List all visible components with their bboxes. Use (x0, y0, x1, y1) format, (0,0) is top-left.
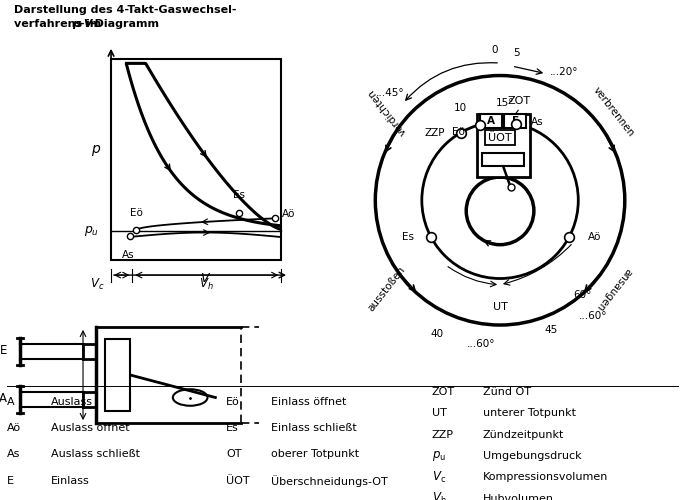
Text: ÜOT: ÜOT (488, 132, 512, 142)
Text: Einlass schließt: Einlass schließt (271, 423, 356, 433)
Text: 5: 5 (513, 48, 519, 58)
Text: As: As (7, 450, 21, 460)
Text: Hubvolumen: Hubvolumen (483, 494, 554, 500)
Text: ZZP: ZZP (425, 128, 445, 138)
Text: Eö: Eö (452, 127, 465, 137)
Text: $V_c$: $V_c$ (90, 277, 105, 292)
Text: p-V: p-V (72, 19, 92, 29)
Text: $V_{\rm h}$: $V_{\rm h}$ (432, 491, 446, 500)
Text: Aö: Aö (588, 232, 601, 242)
Text: $V_{\rm c}$: $V_{\rm c}$ (432, 470, 446, 485)
Text: -Diagramm: -Diagramm (90, 19, 160, 29)
Text: 0: 0 (492, 44, 498, 54)
Text: 45: 45 (544, 326, 558, 336)
Text: Es: Es (402, 232, 414, 242)
Text: p: p (91, 142, 100, 156)
Text: $V$: $V$ (200, 272, 212, 284)
Text: Eö: Eö (129, 208, 142, 218)
Text: Umgebungsdruck: Umgebungsdruck (483, 451, 582, 461)
Text: UT: UT (493, 302, 508, 312)
Text: A: A (487, 116, 495, 126)
Text: ÜOT: ÜOT (226, 476, 249, 486)
Text: ZZP: ZZP (432, 430, 453, 440)
Text: ZOT: ZOT (508, 96, 531, 106)
Text: Auslass schließt: Auslass schließt (51, 450, 140, 460)
Text: OT: OT (226, 450, 242, 460)
Bar (105, 339, 130, 411)
Text: verfahrens im: verfahrens im (14, 19, 105, 29)
Bar (480, 114, 502, 128)
Text: 40: 40 (430, 328, 443, 338)
Text: A: A (7, 396, 14, 406)
Text: E: E (7, 476, 14, 486)
Text: 10: 10 (453, 103, 466, 113)
Text: $V_h$: $V_h$ (199, 277, 214, 292)
Text: Auslass: Auslass (51, 396, 93, 406)
Text: Überschneidungs-OT: Überschneidungs-OT (271, 475, 387, 487)
Text: E: E (512, 116, 519, 126)
Text: Aö: Aö (7, 423, 21, 433)
Text: E: E (0, 344, 8, 358)
Text: verbrennen: verbrennen (591, 85, 636, 138)
Text: $p_{\rm u}$: $p_{\rm u}$ (432, 449, 445, 463)
Text: As: As (531, 116, 544, 126)
Text: Auslass öffnet: Auslass öffnet (51, 423, 130, 433)
Text: 15°: 15° (496, 98, 514, 108)
Text: Es: Es (233, 190, 245, 200)
Bar (111, 59, 281, 260)
Text: Aö: Aö (282, 209, 296, 219)
Text: Einlass öffnet: Einlass öffnet (271, 396, 346, 406)
Text: Es: Es (226, 423, 239, 433)
Text: ...60°: ...60° (466, 339, 495, 349)
Bar (504, 114, 527, 128)
Text: ...60°: ...60° (579, 310, 608, 320)
Text: Kompressionsvolumen: Kompressionsvolumen (483, 472, 608, 482)
Bar (477, 114, 530, 177)
Text: ZOT: ZOT (432, 387, 455, 397)
Text: unterer Totpunkt: unterer Totpunkt (483, 408, 576, 418)
Bar (482, 152, 524, 166)
Text: ...20°: ...20° (550, 66, 579, 76)
Text: UT: UT (432, 408, 447, 418)
Text: oberer Totpunkt: oberer Totpunkt (271, 450, 359, 460)
Text: 60°: 60° (573, 290, 591, 300)
Text: ...45°: ...45° (376, 88, 405, 98)
Text: ausstoßen: ausstoßen (366, 264, 408, 313)
Text: $p_u$: $p_u$ (84, 224, 99, 238)
Text: Zünd OT: Zünd OT (483, 387, 531, 397)
Text: Darstellung des 4-Takt-Gaswechsel-: Darstellung des 4-Takt-Gaswechsel- (14, 5, 236, 15)
Text: As: As (122, 250, 135, 260)
Text: Zündzeitpunkt: Zündzeitpunkt (483, 430, 564, 440)
Text: ansaugen: ansaugen (594, 266, 633, 312)
Text: A: A (0, 392, 8, 406)
Text: Eö: Eö (226, 396, 240, 406)
Text: Einlass: Einlass (51, 476, 90, 486)
Text: verdichten: verdichten (366, 86, 408, 137)
